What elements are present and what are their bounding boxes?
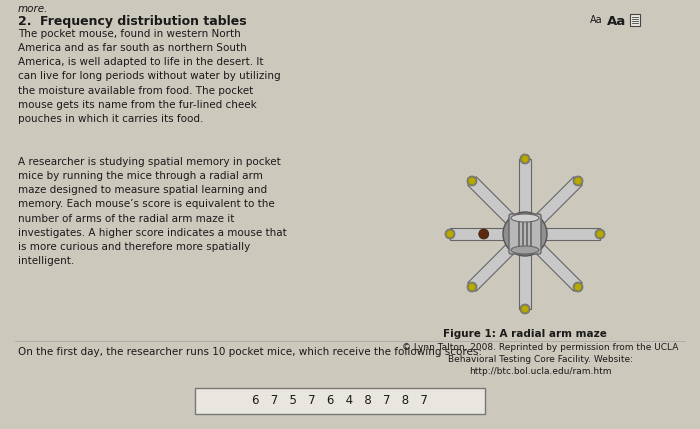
Polygon shape xyxy=(525,228,600,240)
Circle shape xyxy=(575,284,582,290)
Text: The pocket mouse, found in western North
America and as far south as northern So: The pocket mouse, found in western North… xyxy=(18,29,281,124)
Polygon shape xyxy=(468,230,529,291)
Circle shape xyxy=(467,282,477,292)
Circle shape xyxy=(479,229,489,239)
FancyBboxPatch shape xyxy=(630,14,640,26)
Polygon shape xyxy=(519,159,531,234)
Circle shape xyxy=(573,282,583,292)
Circle shape xyxy=(503,212,547,256)
Polygon shape xyxy=(521,230,582,291)
Circle shape xyxy=(573,176,583,186)
Circle shape xyxy=(520,304,530,314)
Ellipse shape xyxy=(511,214,539,222)
Circle shape xyxy=(468,178,475,184)
Circle shape xyxy=(596,230,603,238)
Text: Aa: Aa xyxy=(607,15,626,28)
Circle shape xyxy=(447,230,454,238)
Text: Frequency distribution tables: Frequency distribution tables xyxy=(40,15,246,28)
Circle shape xyxy=(595,229,605,239)
Text: Figure 1: A radial arm maze: Figure 1: A radial arm maze xyxy=(443,329,607,339)
Text: 2.: 2. xyxy=(18,15,41,28)
Circle shape xyxy=(520,154,530,164)
Circle shape xyxy=(522,305,528,312)
Polygon shape xyxy=(450,228,525,240)
Circle shape xyxy=(575,178,582,184)
Text: On the first day, the researcher runs 10 pocket mice, which receive the followin: On the first day, the researcher runs 10… xyxy=(18,347,482,357)
Text: Aa: Aa xyxy=(590,15,603,25)
FancyBboxPatch shape xyxy=(195,388,485,414)
Text: more.: more. xyxy=(18,4,48,14)
Circle shape xyxy=(522,155,528,163)
Polygon shape xyxy=(519,234,531,309)
Polygon shape xyxy=(468,177,529,238)
Circle shape xyxy=(445,229,455,239)
Circle shape xyxy=(467,176,477,186)
Circle shape xyxy=(468,284,475,290)
Ellipse shape xyxy=(511,246,539,254)
Polygon shape xyxy=(521,177,582,238)
Text: 6   7   5   7   6   4   8   7   8   7: 6 7 5 7 6 4 8 7 8 7 xyxy=(252,395,428,408)
FancyBboxPatch shape xyxy=(509,214,541,254)
Text: © Lynn Talton, 2008. Reprinted by permission from the UCLA
Behavioral Testing Co: © Lynn Talton, 2008. Reprinted by permis… xyxy=(402,343,678,376)
Text: A researcher is studying spatial memory in pocket
mice by running the mice throu: A researcher is studying spatial memory … xyxy=(18,157,287,266)
